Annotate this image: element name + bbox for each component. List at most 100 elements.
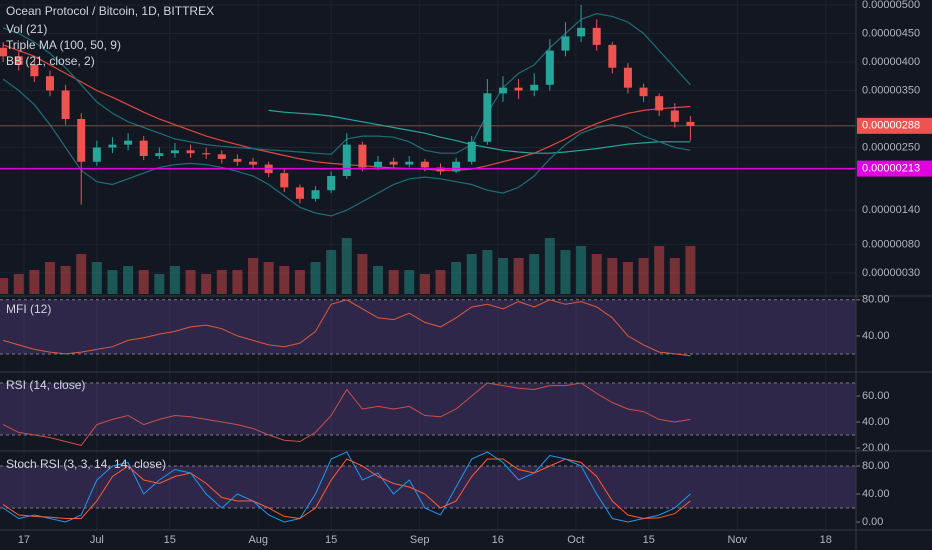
y-tick-label: 20.00: [862, 442, 890, 454]
volume-bar: [216, 270, 227, 294]
volume-bar: [576, 246, 587, 294]
volume-bar: [451, 262, 462, 294]
candle-body: [14, 56, 23, 65]
candle-body: [170, 150, 179, 154]
candle-body: [452, 161, 461, 172]
volume-bar: [591, 254, 602, 294]
band-fill: [0, 465, 856, 509]
candle-body: [139, 140, 148, 157]
volume-bar: [326, 250, 337, 294]
candle-body: [249, 161, 258, 165]
y-tick-label: 0.00000080: [862, 238, 920, 250]
candle-body: [217, 154, 226, 159]
volume-bar: [638, 258, 649, 294]
volume-bar: [248, 258, 259, 294]
candle-body: [405, 161, 414, 165]
candle-body: [342, 144, 351, 176]
band-fill: [0, 383, 856, 436]
indicator-label: BB (21, close, 2): [6, 54, 95, 68]
volume-bar: [529, 254, 540, 294]
candle-body: [358, 144, 367, 168]
volume-bar: [232, 270, 243, 294]
volume-bar: [185, 270, 196, 294]
x-tick-label: 16: [492, 534, 504, 546]
candle-body: [186, 150, 195, 154]
volume-bar: [310, 262, 321, 294]
volume-bar: [622, 262, 633, 294]
y-tick-label: 60.00: [862, 390, 890, 402]
x-tick-label: 18: [820, 534, 832, 546]
candle-body: [108, 144, 117, 148]
candle-body: [561, 36, 570, 51]
volume-bar: [91, 262, 102, 294]
volume-bar: [76, 254, 87, 294]
volume-bar: [169, 266, 180, 294]
candle-body: [467, 141, 476, 162]
volume-bar: [654, 246, 665, 294]
y-tick-label: 0.00000450: [862, 27, 920, 39]
candle-body: [436, 167, 445, 172]
volume-bar: [201, 274, 212, 294]
indicator-line: [268, 109, 691, 154]
volume-bar: [607, 258, 618, 294]
panel-title: RSI (14, close): [6, 378, 85, 392]
indicator-line: [2, 299, 691, 357]
volume-bar: [388, 270, 399, 294]
volume-bar: [435, 270, 446, 294]
candle-body: [483, 93, 492, 142]
candle-body: [639, 87, 648, 97]
price-label: 0.00000213: [862, 162, 920, 174]
volume-bar: [497, 258, 508, 294]
volume-bar: [138, 270, 149, 294]
candle-body: [545, 50, 554, 85]
panel-title: MFI (12): [6, 302, 51, 316]
y-tick-label: 0.00000350: [862, 84, 920, 96]
candle-body: [389, 161, 398, 165]
indicator-line: [2, 451, 691, 523]
candle-body: [295, 187, 304, 199]
candle-body: [45, 76, 54, 91]
candle-body: [92, 147, 101, 162]
volume-bar: [560, 250, 571, 294]
y-tick-label: 0.00000030: [862, 267, 920, 279]
candle-body: [280, 173, 289, 188]
indicator-label: Vol (21): [6, 22, 47, 36]
candle-body: [155, 153, 164, 157]
volume-bar: [357, 254, 368, 294]
chart-title: Ocean Protocol / Bitcoin, 1D, BITTREX: [6, 4, 214, 18]
x-tick-label: Sep: [410, 534, 430, 546]
candle-body: [61, 90, 70, 119]
volume-bar: [13, 274, 24, 294]
candle-body: [514, 87, 523, 91]
candle-body: [311, 190, 320, 199]
x-tick-label: 15: [643, 534, 655, 546]
volume-bar: [669, 258, 680, 294]
candle-body: [608, 44, 617, 68]
y-tick-label: 0.00000250: [862, 141, 920, 153]
candle-body: [623, 67, 632, 88]
band-fill: [0, 299, 856, 354]
candle-body: [655, 96, 664, 111]
x-tick-label: Jul: [90, 534, 104, 546]
y-tick-label: 40.00: [862, 488, 890, 500]
x-tick-label: 17: [18, 534, 30, 546]
y-tick-label: 40.00: [862, 416, 890, 428]
volume-bar: [263, 262, 274, 294]
candle-body: [77, 118, 86, 162]
volume-bar: [154, 274, 165, 294]
candle-body: [233, 158, 242, 162]
candle-body: [327, 175, 336, 191]
volume-bar: [544, 238, 555, 294]
indicator-line: [2, 458, 691, 520]
candle-body: [0, 47, 8, 57]
x-tick-label: 15: [164, 534, 176, 546]
candle-body: [498, 87, 507, 94]
y-tick-label: 40.00: [862, 330, 890, 342]
candle-body: [577, 27, 586, 37]
volume-bar: [404, 270, 415, 294]
candle-body: [592, 27, 601, 45]
price-label-box: [857, 117, 932, 134]
indicator-line: [2, 382, 691, 446]
x-tick-label: Oct: [567, 534, 584, 546]
